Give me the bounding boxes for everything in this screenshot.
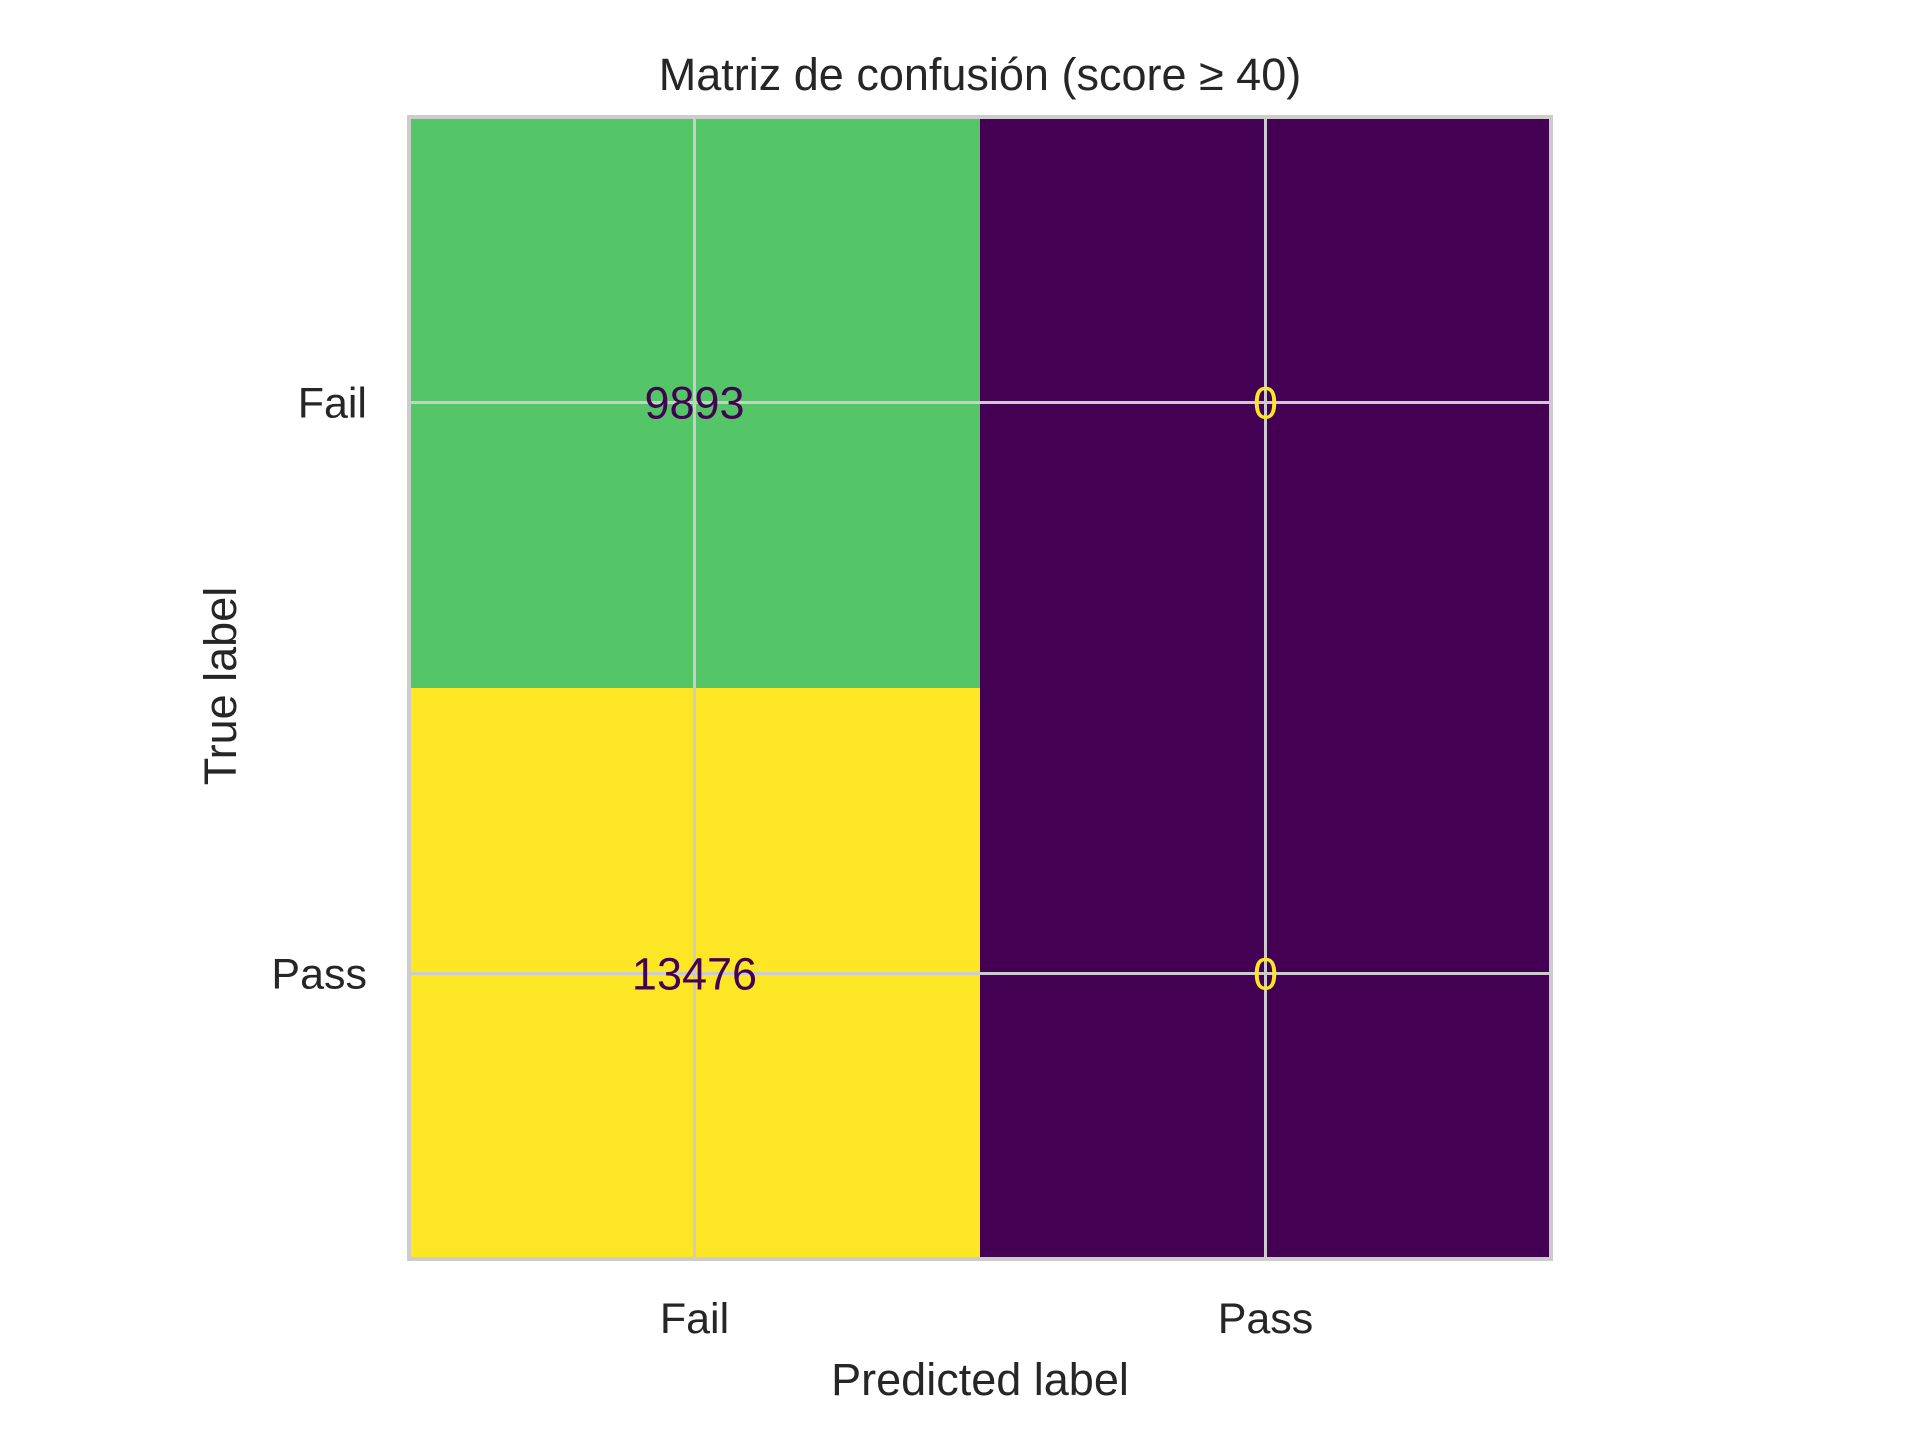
x-tick-label-fail: Fail xyxy=(660,1295,729,1343)
chart-title: Matriz de confusión (score ≥ 40) xyxy=(659,49,1301,100)
cell-value-r0-c0: 9893 xyxy=(644,378,744,429)
cell-value-labels: 9893 0 13476 0 xyxy=(632,378,1278,1000)
cell-value-r1-c1: 0 xyxy=(1253,949,1278,1000)
x-axis-ticks: Fail Pass xyxy=(660,1295,1313,1343)
x-tick-label-pass: Pass xyxy=(1218,1295,1314,1343)
cell-value-r0-c1: 0 xyxy=(1253,378,1278,429)
y-axis-label: True label xyxy=(195,587,246,785)
x-axis-label: Predicted label xyxy=(831,1354,1129,1405)
heatmap-cells xyxy=(409,117,1551,1259)
y-tick-label-fail: Fail xyxy=(298,380,367,428)
y-axis-ticks: Fail Pass xyxy=(271,380,367,999)
y-tick-label-pass: Pass xyxy=(271,951,367,999)
cell-value-r1-c0: 13476 xyxy=(632,949,757,1000)
plot-frame xyxy=(407,115,1553,1261)
grid-lines xyxy=(409,117,1551,1259)
